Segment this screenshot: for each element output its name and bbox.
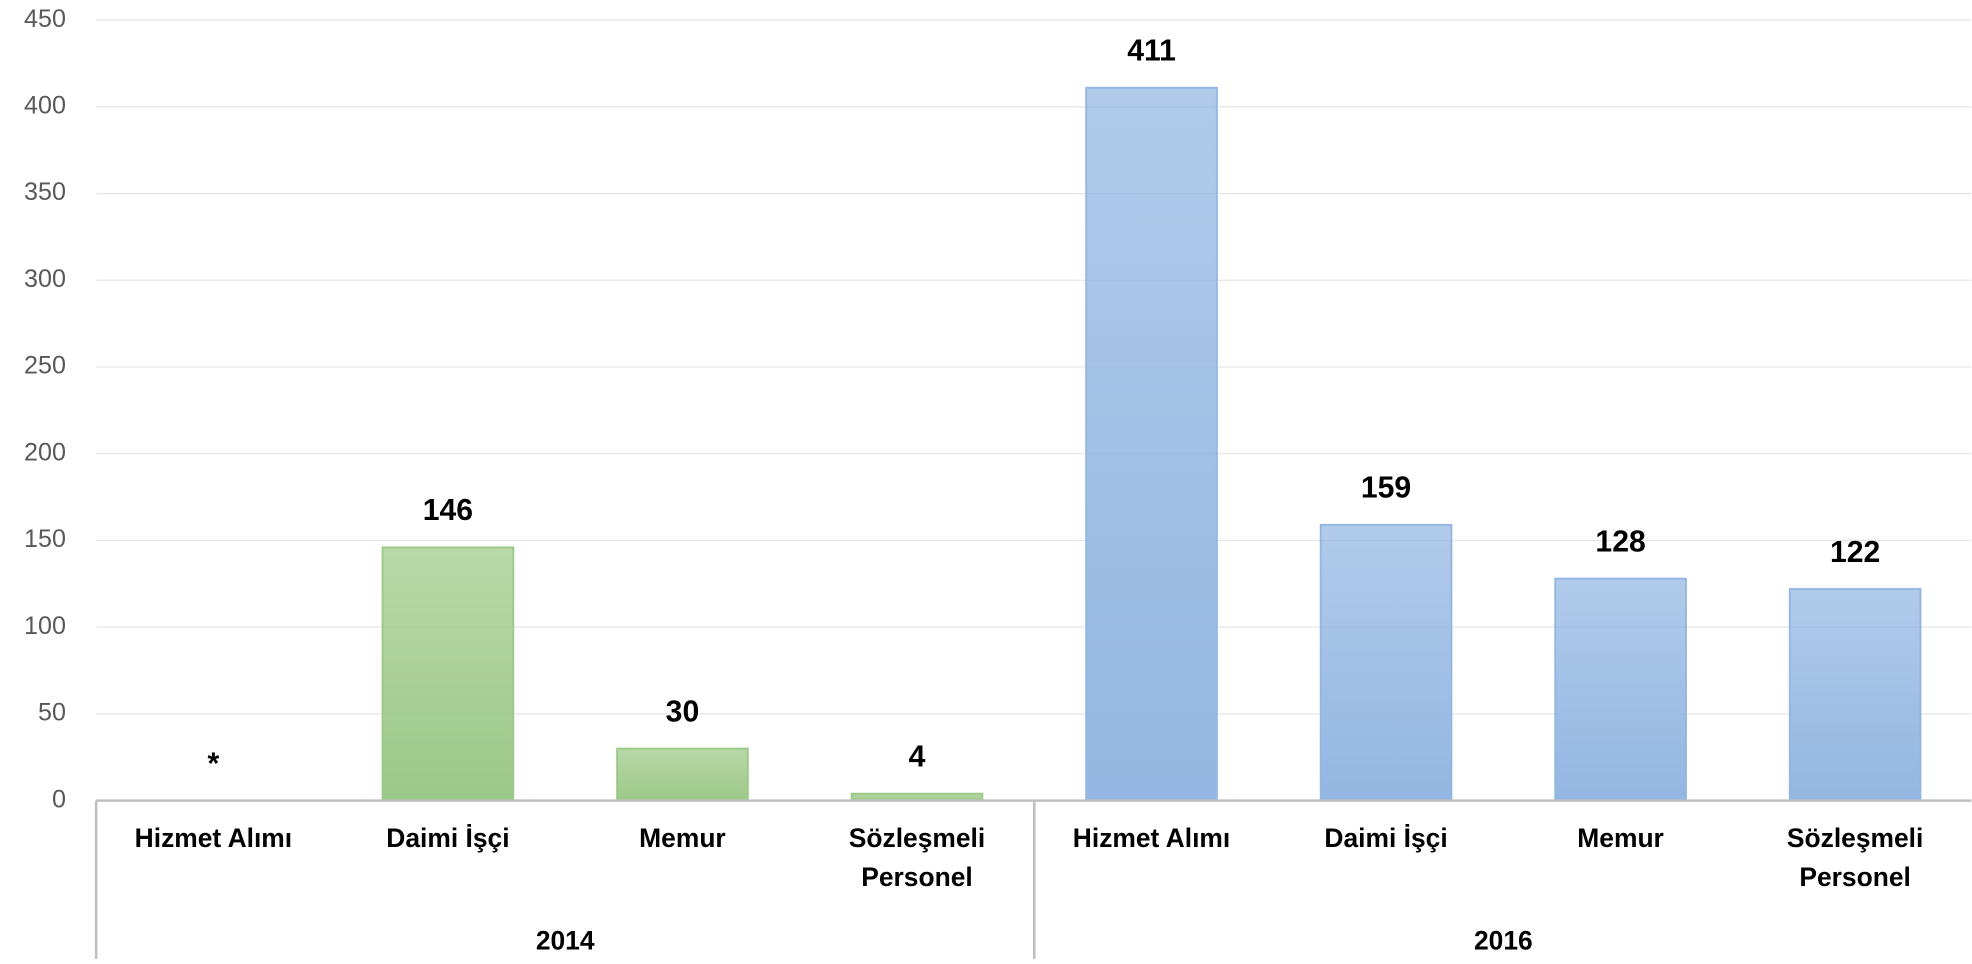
data-label: 411 <box>1127 35 1176 68</box>
x-tick-label-box: Hizmet Alımı <box>134 824 293 854</box>
bar <box>1788 588 1922 802</box>
x-tick-label: Sözleşmeli Personel <box>1786 824 1924 893</box>
x-tick-label: Hizmet Alımı <box>134 824 293 854</box>
x-tick-label: Memur <box>639 824 726 854</box>
x-tick-label: Daimi İşçi <box>386 824 510 854</box>
bar <box>1554 577 1687 802</box>
x-tick-label: Sözleşmeli Personel <box>848 824 986 893</box>
y-tick-label: 350 <box>24 178 66 206</box>
x-tick-label-box: Memur <box>639 824 726 854</box>
x-tick-label-box: Sözleşmeli Personel <box>1786 824 1924 893</box>
x-tick-label-box: Memur <box>1577 824 1664 854</box>
data-label: 159 <box>1361 472 1411 505</box>
x-tick-label-box: Daimi İşçi <box>386 824 510 854</box>
bar <box>616 747 749 802</box>
x-tick-label: Daimi İşçi <box>1324 824 1448 854</box>
data-label: 146 <box>423 494 473 527</box>
y-tick-label: 450 <box>24 5 66 33</box>
y-tick-label: 0 <box>52 785 66 813</box>
x-tick-label-box: Hizmet Alımı <box>1072 824 1231 854</box>
y-tick-label: 200 <box>24 438 66 466</box>
data-label: 122 <box>1830 536 1880 569</box>
data-label: 128 <box>1595 525 1645 558</box>
x-tick-label: Hizmet Alımı <box>1072 824 1231 854</box>
group-label: 2014 <box>536 926 595 956</box>
data-label: * <box>208 747 220 780</box>
x-tick-label-box: Daimi İşçi <box>1324 824 1448 854</box>
y-tick-label: 400 <box>24 91 66 119</box>
x-tick-label: Memur <box>1577 824 1664 854</box>
y-tick-label: 300 <box>24 265 66 293</box>
bar <box>381 546 515 802</box>
group-label: 2016 <box>1474 926 1533 956</box>
bar <box>1085 86 1218 802</box>
y-tick-label: 250 <box>24 352 66 380</box>
y-tick-label: 150 <box>24 525 66 553</box>
y-tick-label: 50 <box>38 699 66 727</box>
y-tick-label: 100 <box>24 612 66 640</box>
data-label: 30 <box>666 695 700 728</box>
bar <box>1319 523 1453 802</box>
x-tick-label-box: Sözleşmeli Personel <box>848 824 986 893</box>
data-label: 4 <box>909 740 926 773</box>
